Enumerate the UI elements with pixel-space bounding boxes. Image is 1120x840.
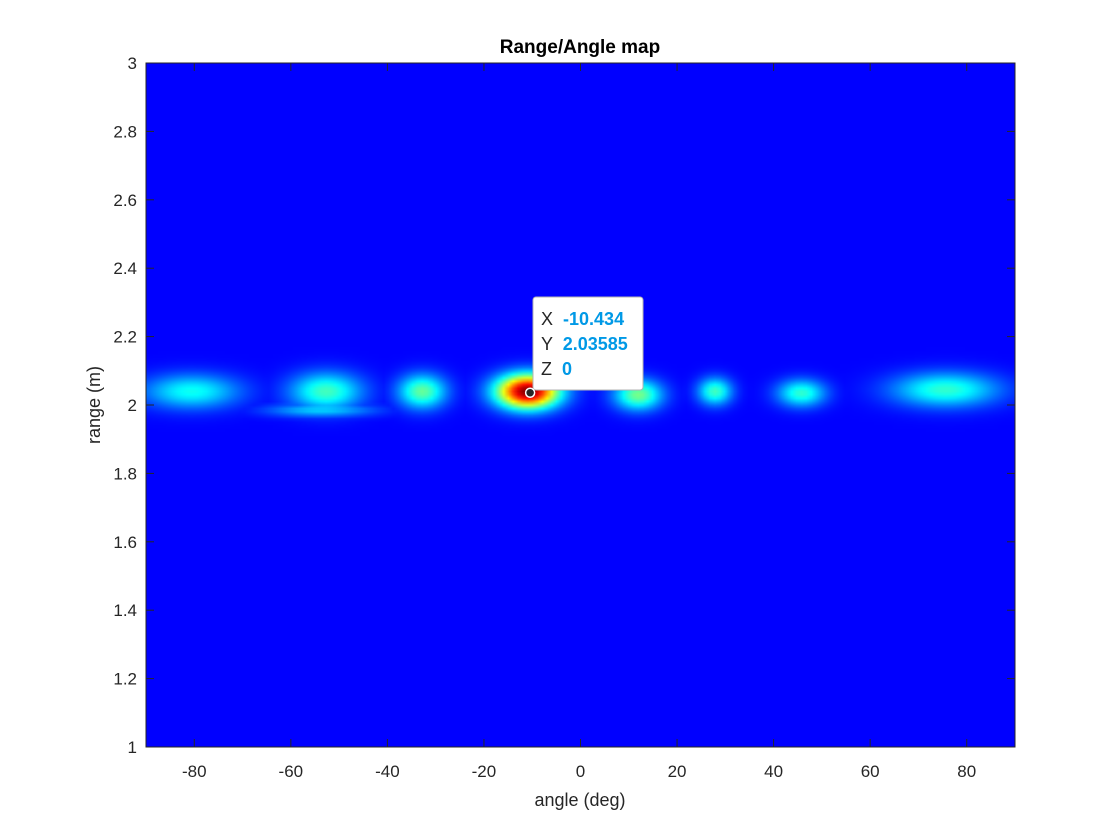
datatip[interactable]: X -10.434 Y 2.03585 Z 0	[524, 296, 644, 398]
x-tick-label: 60	[861, 762, 880, 781]
y-axis: 1 1.2 1.4 1.6 1.8 2 2.2 2.4 2.6 2.8 3	[113, 54, 1015, 757]
chart-title: Range/Angle map	[500, 37, 660, 58]
y-tick-label: 2.8	[113, 122, 137, 141]
datatip-z-label: Z	[541, 359, 552, 379]
datatip-z-value: 0	[562, 359, 572, 379]
datatip-box	[532, 296, 644, 391]
datatip-row-x: X -10.434	[541, 309, 624, 329]
y-tick-label: 1.4	[113, 601, 137, 620]
datatip-row-z: Z 0	[541, 359, 572, 379]
plot-area[interactable]	[146, 63, 1015, 747]
y-tick-label: 1.2	[113, 670, 137, 689]
y-tick-label: 3	[128, 54, 137, 73]
datatip-row-y: Y 2.03585	[541, 334, 628, 354]
x-tick-label: -60	[279, 762, 304, 781]
y-axis-label: range (m)	[84, 366, 104, 444]
datatip-x-label: X	[541, 309, 553, 329]
heatmap-image	[146, 63, 1015, 747]
y-tick-label: 2.6	[113, 191, 137, 210]
y-tick-label: 2.4	[113, 259, 137, 278]
x-tick-label: 0	[576, 762, 585, 781]
datatip-x-value: -10.434	[563, 309, 624, 329]
x-tick-label: -40	[375, 762, 400, 781]
x-tick-label: -20	[472, 762, 497, 781]
x-tick-label: -80	[182, 762, 207, 781]
y-tick-label: 1.8	[113, 464, 137, 483]
y-tick-label: 2.2	[113, 328, 137, 347]
x-axis: -80 -60 -40 -20 0 20 40 60 80	[182, 63, 976, 781]
datatip-y-label: Y	[541, 334, 553, 354]
x-axis-label: angle (deg)	[534, 790, 625, 810]
y-tick-label: 1.6	[113, 533, 137, 552]
x-tick-label: 80	[957, 762, 976, 781]
datatip-marker[interactable]	[524, 387, 536, 398]
x-tick-label: 20	[668, 762, 687, 781]
x-tick-label: 40	[764, 762, 783, 781]
y-tick-label: 1	[128, 738, 137, 757]
datatip-y-value: 2.03585	[563, 334, 628, 354]
y-tick-label: 2	[128, 396, 137, 415]
